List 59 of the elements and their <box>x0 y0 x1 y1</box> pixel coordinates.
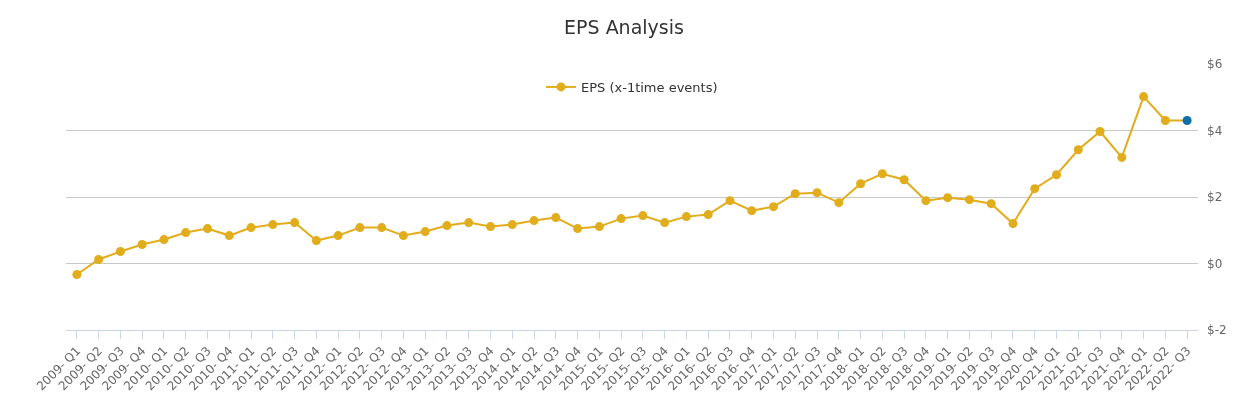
point <box>616 214 626 224</box>
point <box>769 202 778 212</box>
point <box>246 223 256 233</box>
point <box>638 211 648 221</box>
point <box>94 255 104 265</box>
point <box>812 188 822 198</box>
point <box>355 223 365 233</box>
point <box>1117 152 1127 162</box>
point <box>377 223 387 233</box>
point <box>333 231 343 241</box>
point <box>551 213 561 223</box>
point <box>398 231 408 241</box>
point <box>268 220 278 230</box>
point <box>834 198 844 208</box>
y-tick-label: $0 <box>1207 256 1223 271</box>
point <box>224 231 234 241</box>
point <box>703 210 713 220</box>
point <box>921 196 931 206</box>
point <box>507 220 517 230</box>
point <box>137 240 147 250</box>
point <box>72 269 82 279</box>
point <box>1182 116 1192 126</box>
point <box>115 247 125 257</box>
point <box>1030 184 1040 194</box>
y-tick-label: $2 <box>1207 190 1223 205</box>
point <box>573 224 583 234</box>
point <box>681 212 691 222</box>
point <box>486 222 495 232</box>
point <box>1008 219 1018 229</box>
point <box>964 195 974 205</box>
point <box>1073 145 1083 155</box>
point <box>1052 170 1061 180</box>
chart-title: EPS Analysis <box>564 15 684 38</box>
point <box>311 236 321 246</box>
point <box>725 196 735 206</box>
point <box>790 189 800 199</box>
point <box>181 228 191 238</box>
y-tick-label: $4 <box>1207 123 1223 138</box>
point <box>442 221 452 231</box>
point <box>420 227 430 237</box>
legend-label: EPS (x-1time events) <box>581 80 718 95</box>
point <box>529 216 539 226</box>
point <box>877 169 887 179</box>
point <box>1095 127 1105 136</box>
point <box>1160 116 1170 126</box>
point <box>1139 92 1149 102</box>
point <box>747 206 757 216</box>
point <box>290 218 300 228</box>
point <box>943 193 953 203</box>
point <box>159 235 169 245</box>
point <box>856 179 866 189</box>
point <box>899 175 909 185</box>
point <box>203 224 212 234</box>
point <box>594 222 604 232</box>
y-tick-label: $-2 <box>1207 323 1227 338</box>
point <box>660 218 670 228</box>
point <box>464 218 474 228</box>
point <box>986 199 996 209</box>
y-tick-label: $6 <box>1207 57 1223 72</box>
